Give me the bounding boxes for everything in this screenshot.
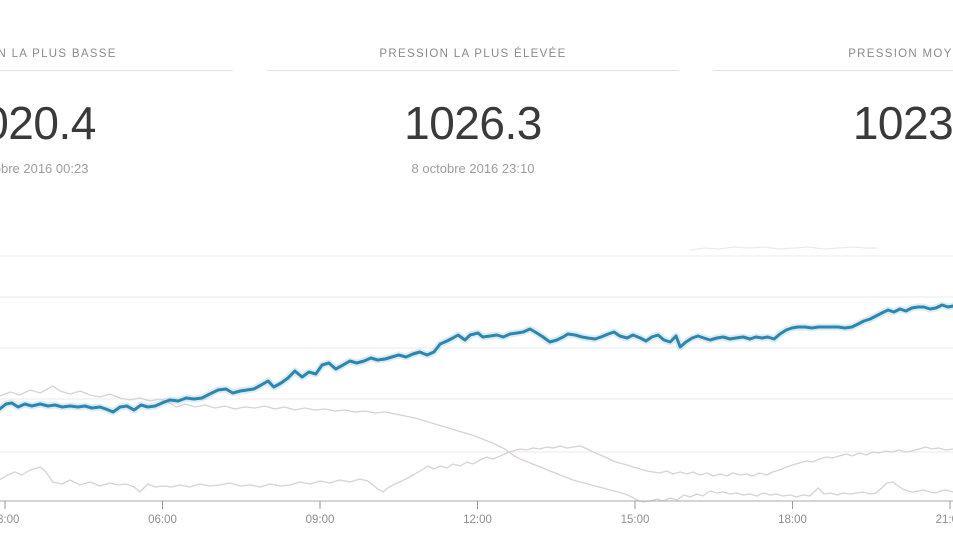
stat-value-lowest: 1020.4 [0,97,96,149]
stat-date-highest: 8 octobre 2016 23:10 [411,161,535,176]
pressure-line-halo [0,301,953,416]
stat-underline [267,70,679,71]
x-axis-tick-label: 06:00 [148,514,177,526]
stat-value-highest: 1026.3 [404,97,542,149]
greyed-series-comparison-curve-3-faint-top [691,246,878,251]
pressure-line [0,303,953,414]
x-axis-tick-label: 18:00 [778,514,807,526]
x-axis-tick-label: 09:00 [306,514,335,526]
stat-label-highest: PRESSION LA PLUS ÉLEVÉE [379,48,567,60]
x-axis-tick-label: 15:00 [621,514,650,526]
x-axis-tick-label: 21:00 [936,514,953,526]
x-axis-tick-label: 12:00 [463,514,492,526]
stat-panel-average-pressure: PRESSION MOYENNE 1023 [713,0,953,161]
stat-panel-lowest-pressure: PRESSION LA PLUS BASSE 1020.4 8 octobre … [0,0,233,176]
greyed-series-comparison-curve-2 [0,445,953,493]
stat-panel-highest-pressure: PRESSION LA PLUS ÉLEVÉE 1026.3 8 octobre… [267,0,679,176]
stat-value-average: 1023 [852,97,953,149]
stat-underline [0,70,233,71]
x-axis-tick-label: 03:00 [0,514,19,526]
greyed-series-comparison-curve-1 [0,385,953,503]
stats-row: PRESSION LA PLUS BASSE 1020.4 8 octobre … [0,0,953,210]
stat-underline [713,70,953,71]
stat-label-average: PRESSION MOYENNE [848,48,953,60]
stat-date-lowest: 8 octobre 2016 00:23 [0,161,89,176]
stat-label-lowest: PRESSION LA PLUS BASSE [0,48,117,60]
